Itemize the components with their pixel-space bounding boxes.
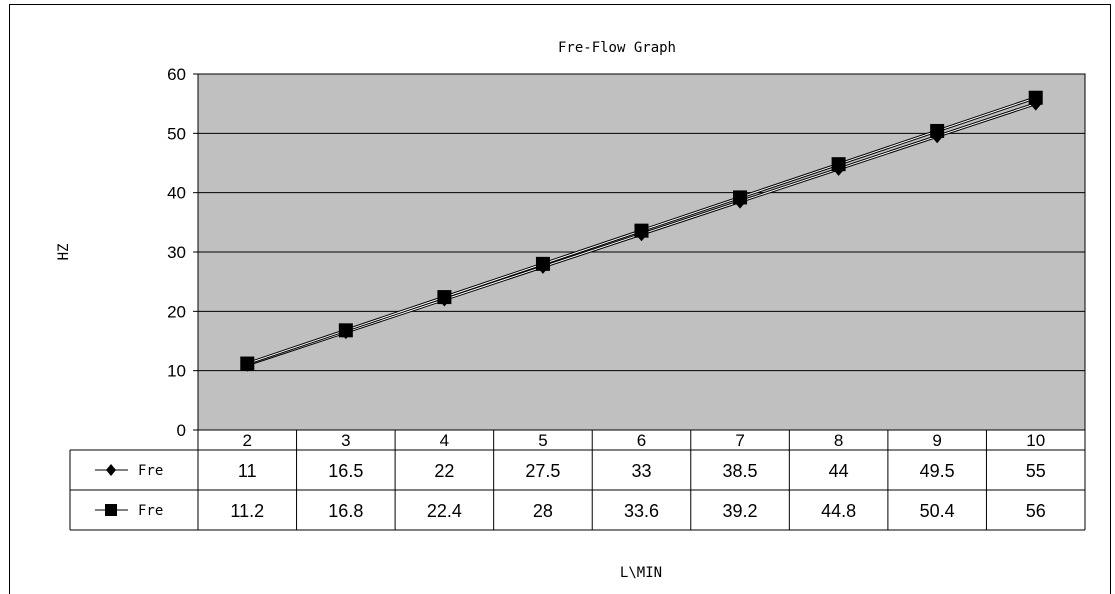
table-value-cell: 11 xyxy=(238,461,257,481)
table-value-cell: 55 xyxy=(1026,461,1046,481)
data-point xyxy=(437,290,452,305)
x-tick-label: 3 xyxy=(341,431,350,450)
data-point xyxy=(535,256,550,271)
table-value-cell: 44 xyxy=(829,461,849,481)
table-value-cell: 11.2 xyxy=(230,501,264,521)
y-tick-label: 30 xyxy=(167,243,186,262)
table-value-cell: 16.8 xyxy=(328,501,363,521)
data-point xyxy=(634,223,649,238)
x-tick-label: 2 xyxy=(243,431,252,450)
x-tick-label: 5 xyxy=(538,431,547,450)
legend-key-diamond xyxy=(106,464,116,476)
table-value-cell: 28 xyxy=(533,501,553,521)
y-tick-label: 40 xyxy=(167,184,186,203)
table-value-cell: 33 xyxy=(631,461,651,481)
x-tick-label: 6 xyxy=(637,431,646,450)
table-value-cell: 22 xyxy=(434,461,454,481)
data-point xyxy=(930,123,945,138)
table-value-cell: 44.8 xyxy=(821,501,856,521)
legend-key-square xyxy=(105,504,117,516)
y-tick-label: 60 xyxy=(167,65,186,84)
y-tick-label: 0 xyxy=(177,421,186,440)
data-point xyxy=(240,356,255,371)
x-axis-label: L\MIN xyxy=(620,565,662,581)
chart-title: Fre-Flow Graph xyxy=(558,40,676,56)
data-point xyxy=(1028,90,1043,105)
table-value-cell: 50.4 xyxy=(920,501,955,521)
y-tick-label: 10 xyxy=(167,362,186,381)
legend-series-name: Fre xyxy=(138,463,163,479)
table-value-cell: 16.5 xyxy=(328,461,363,481)
data-point xyxy=(733,190,748,205)
table-value-cell: 22.4 xyxy=(427,501,462,521)
table-value-cell: 56 xyxy=(1026,501,1046,521)
data-point xyxy=(831,157,846,172)
x-tick-label: 7 xyxy=(735,431,744,450)
x-tick-label: 9 xyxy=(932,431,941,450)
table-value-cell: 27.5 xyxy=(525,461,560,481)
x-tick-label: 4 xyxy=(440,431,449,450)
x-tick-label: 10 xyxy=(1026,431,1045,450)
x-tick-label: 8 xyxy=(834,431,843,450)
table-value-cell: 49.5 xyxy=(920,461,955,481)
y-tick-label: 20 xyxy=(167,302,186,321)
table-value-cell: 38.5 xyxy=(723,461,758,481)
table-value-cell: 39.2 xyxy=(723,501,758,521)
y-axis-label: HZ xyxy=(56,244,72,261)
legend-series-name: Fre xyxy=(138,503,163,519)
table-value-cell: 33.6 xyxy=(624,501,659,521)
y-tick-label: 50 xyxy=(167,124,186,143)
data-point xyxy=(338,323,353,338)
